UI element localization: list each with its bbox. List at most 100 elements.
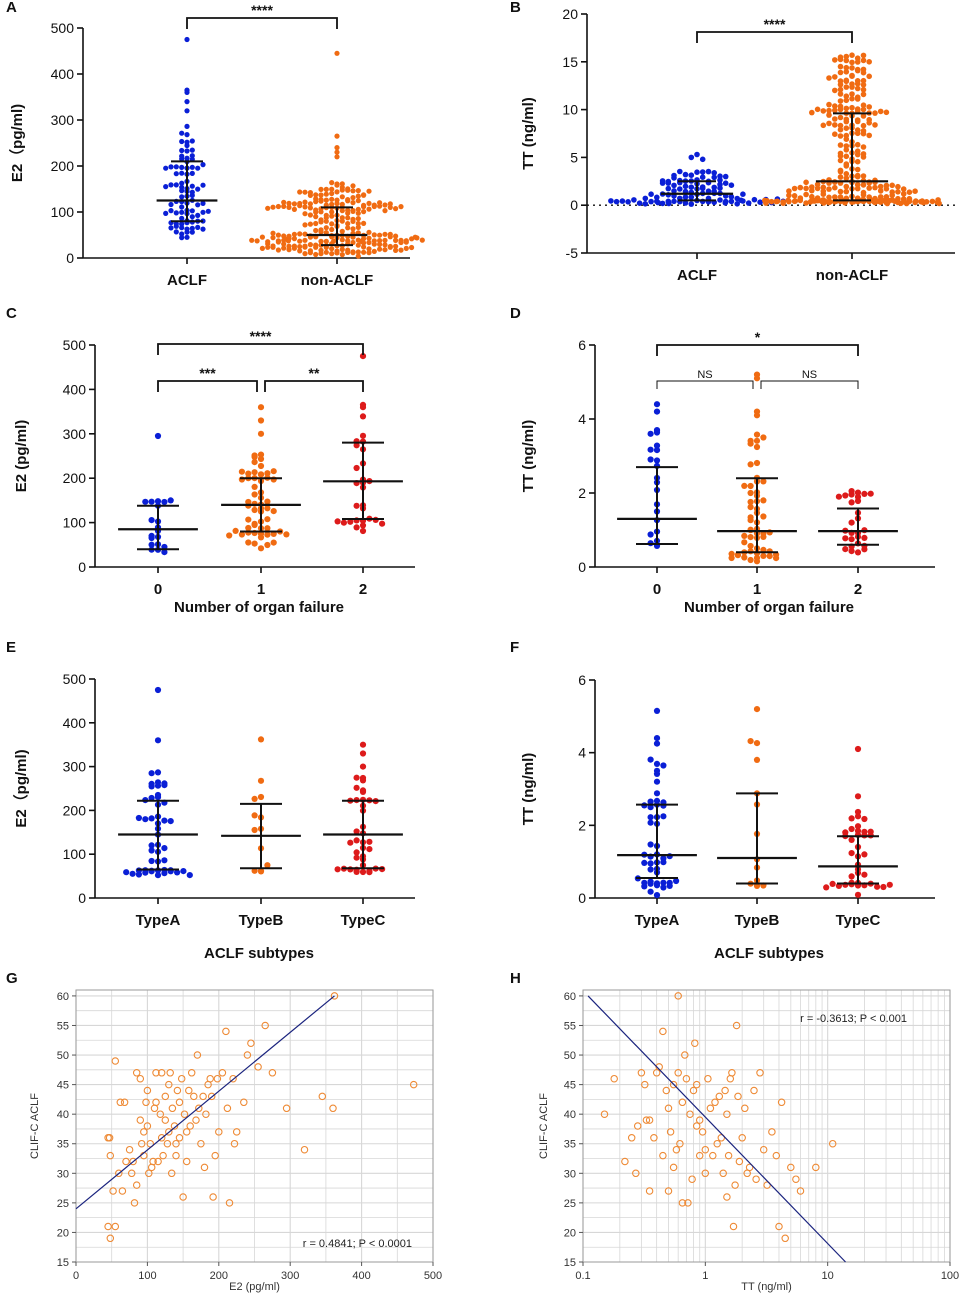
panel-g: G 15 20 25 30 35 40 45 50 55 60 0 100 200 300 400 500 E2 … bbox=[6, 970, 442, 1293]
data-point bbox=[143, 1122, 152, 1130]
data-point bbox=[837, 78, 844, 84]
data-point bbox=[184, 89, 190, 95]
data-point bbox=[600, 1110, 609, 1118]
panel-f: F 0 2 4 6 TT (ng/ml) TypeA TypeB TypeC ACLF subty… bbox=[510, 639, 935, 962]
data-point bbox=[734, 201, 740, 207]
data-point bbox=[286, 200, 292, 206]
data-point bbox=[361, 202, 367, 208]
data-point bbox=[302, 204, 308, 210]
data-point bbox=[699, 174, 706, 180]
data-point bbox=[136, 1074, 145, 1083]
y-tick-label: 50 bbox=[564, 1050, 576, 1062]
data-point bbox=[291, 236, 297, 242]
data-point bbox=[154, 782, 162, 789]
data-point bbox=[154, 686, 162, 694]
data-point bbox=[350, 200, 356, 206]
data-point bbox=[747, 542, 754, 550]
data-point bbox=[154, 498, 162, 505]
data-point bbox=[167, 497, 174, 504]
data-point bbox=[366, 239, 372, 246]
data-point bbox=[738, 1134, 746, 1142]
y-tick-label: 400 bbox=[63, 715, 87, 731]
data-point bbox=[837, 142, 844, 148]
y-tick-label: 0 bbox=[578, 559, 586, 575]
data-point bbox=[165, 1128, 173, 1136]
data-point bbox=[318, 251, 324, 257]
data-point bbox=[721, 1086, 729, 1095]
data-point bbox=[653, 707, 661, 715]
data-point bbox=[106, 1234, 115, 1243]
data-point bbox=[361, 220, 367, 226]
data-point bbox=[849, 104, 855, 111]
data-point bbox=[387, 231, 393, 237]
data-point bbox=[837, 126, 844, 133]
data-point bbox=[848, 815, 855, 822]
data-point bbox=[154, 791, 162, 799]
data-point bbox=[647, 814, 654, 821]
data-point bbox=[148, 847, 155, 854]
data-point bbox=[286, 204, 292, 210]
x-tick-label: 1 bbox=[702, 1270, 708, 1282]
data-point bbox=[172, 1139, 180, 1148]
data-point bbox=[355, 198, 361, 204]
data-point bbox=[359, 868, 367, 876]
significance-bracket bbox=[264, 380, 364, 392]
data-point bbox=[313, 214, 319, 220]
data-point bbox=[179, 180, 185, 186]
data-point bbox=[286, 247, 292, 253]
data-point bbox=[854, 813, 862, 820]
data-point bbox=[200, 162, 206, 168]
data-point bbox=[843, 77, 850, 84]
data-point bbox=[355, 224, 361, 230]
data-point bbox=[398, 247, 404, 253]
data-point bbox=[843, 161, 850, 167]
y-tick-label: 4 bbox=[578, 411, 586, 427]
data-point bbox=[207, 1092, 216, 1101]
y-tick-label: 400 bbox=[51, 66, 75, 82]
data-point bbox=[866, 73, 872, 80]
data-point bbox=[291, 231, 297, 237]
y-tick-label: 35 bbox=[57, 1139, 69, 1151]
data-point bbox=[318, 192, 324, 198]
data-point bbox=[339, 237, 345, 243]
data-point bbox=[393, 237, 399, 243]
data-point bbox=[717, 197, 723, 203]
y-axis-title: TT (ng/ml) bbox=[520, 97, 537, 169]
data-point bbox=[257, 471, 265, 478]
data-point bbox=[647, 841, 654, 848]
data-point bbox=[653, 401, 661, 408]
data-point bbox=[189, 208, 195, 214]
data-point bbox=[860, 86, 867, 93]
data-point bbox=[760, 434, 767, 441]
data-point bbox=[206, 1074, 214, 1083]
data-point bbox=[757, 199, 763, 205]
data-point bbox=[222, 1027, 230, 1036]
panel-h: H 15 20 25 30 35 40 45 50 55 60 0.1 1 10 100 TT (ng/ml)… bbox=[510, 970, 959, 1293]
data-point bbox=[854, 745, 862, 753]
data-point bbox=[860, 77, 867, 84]
data-point bbox=[323, 191, 329, 197]
data-point bbox=[359, 763, 367, 770]
data-point bbox=[854, 172, 861, 179]
data-point bbox=[359, 522, 367, 529]
data-point bbox=[382, 237, 388, 243]
y-tick-label: 15 bbox=[562, 54, 578, 70]
data-point bbox=[111, 1057, 120, 1065]
data-point bbox=[329, 226, 335, 233]
data-point bbox=[860, 182, 867, 188]
data-point bbox=[345, 186, 351, 192]
x-axis-title: E2 (pg/ml) bbox=[229, 1281, 280, 1293]
y-tick-label: 40 bbox=[57, 1109, 69, 1121]
x-tick-label: 100 bbox=[941, 1270, 959, 1282]
data-point bbox=[148, 842, 155, 849]
data-point bbox=[775, 1222, 783, 1231]
data-point bbox=[264, 862, 271, 869]
data-point bbox=[152, 1069, 160, 1077]
data-point bbox=[883, 109, 890, 116]
data-point bbox=[688, 194, 695, 200]
data-point bbox=[906, 189, 913, 195]
data-point bbox=[753, 443, 761, 451]
data-point bbox=[339, 194, 345, 200]
data-point bbox=[632, 1169, 640, 1178]
